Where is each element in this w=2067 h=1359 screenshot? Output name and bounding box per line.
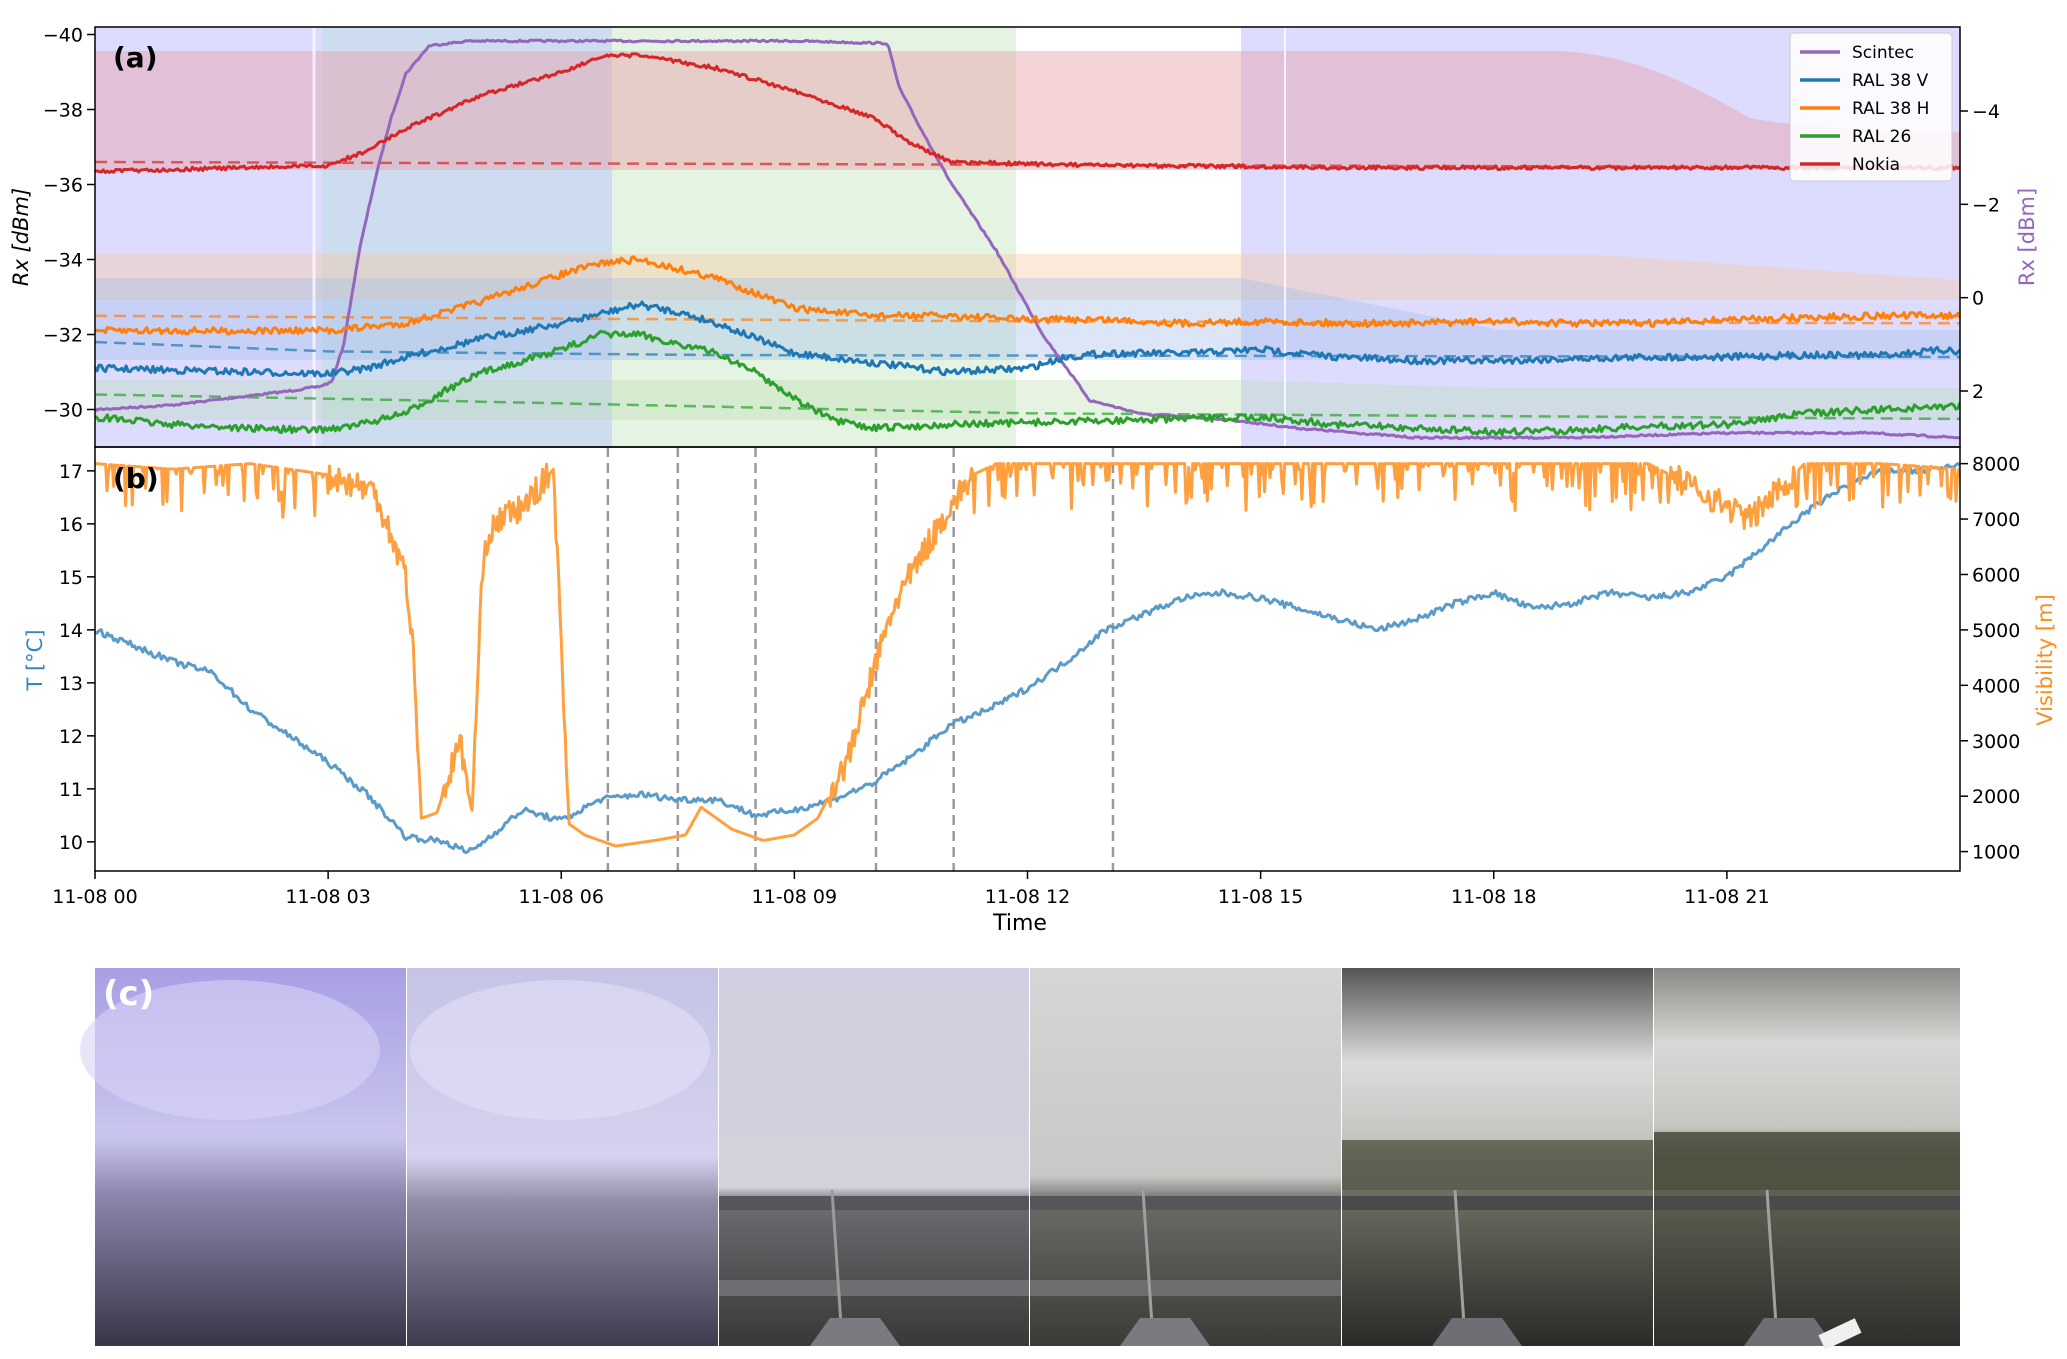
x-tick-label: 11-08 18 (1451, 886, 1536, 908)
tick-label: 7000 (1972, 509, 2020, 531)
tick-label: −36 (43, 175, 83, 197)
tick-label: −34 (43, 250, 83, 272)
photo-frame-2 (407, 968, 718, 1346)
panel-b-right-ticks: 1000 2000 3000 4000 5000 6000 7000 8000 (1960, 454, 2020, 864)
tick-label: −32 (43, 325, 83, 347)
x-tick-label: 11-08 15 (1218, 886, 1303, 908)
legend-label: RAL 26 (1852, 127, 1911, 147)
tick-label: −4 (1972, 101, 2000, 123)
tick-label: 0 (1972, 288, 1984, 310)
tick-label: 15 (59, 567, 83, 589)
baseline-dashed-line (95, 314, 1960, 325)
tick-label: 4000 (1972, 675, 2020, 697)
series-line-visibility (95, 462, 1960, 848)
panel-a-right-ticks: −4 −2 0 2 (1960, 101, 2000, 403)
x-tick-label: 11-08 03 (285, 886, 370, 908)
tick-label: −38 (43, 100, 83, 122)
panel-b-label: (b) (113, 462, 159, 495)
panel-b-right-ylabel: Visibility [m] (2033, 594, 2057, 726)
x-tick-label: 11-08 09 (752, 886, 837, 908)
legend-label: RAL 38 V (1852, 71, 1929, 91)
photo-frame-1 (80, 968, 406, 1346)
legend-label: RAL 38 H (1852, 99, 1929, 119)
panel-a-series (95, 38, 1960, 441)
panel-b-frame (94, 446, 1961, 872)
tick-label: 3000 (1972, 731, 2020, 753)
legend-box (1789, 32, 1953, 182)
tick-label: 16 (59, 514, 83, 536)
tick-label: −40 (43, 25, 83, 47)
tick-label: 8000 (1972, 454, 2020, 476)
panel-b-left-ticks: 10 11 12 13 14 15 16 17 (59, 461, 95, 854)
photo-frame-6 (1654, 968, 1960, 1350)
x-tick-label: 11-08 00 (52, 886, 137, 908)
x-tick-label: 11-08 21 (1684, 886, 1769, 908)
orange-band (95, 254, 1960, 300)
photo-frame-5 (1342, 968, 1653, 1346)
series-line-scintec (95, 38, 1960, 441)
series-line-ral-26 (95, 329, 1960, 437)
panel-b: 10 11 12 13 14 15 16 17 1000 2000 3000 4000 5000 600… (23, 446, 2057, 936)
tick-label: 12 (59, 726, 83, 748)
legend-label: Nokia (1852, 155, 1900, 175)
tick-label: 10 (59, 832, 83, 854)
nokia-band (95, 51, 1960, 170)
panel-a-shading (95, 27, 1960, 447)
series-line-ral-38-v (95, 300, 1960, 378)
tick-label: −30 (43, 400, 83, 422)
panel-c-label: (c) (103, 974, 154, 1014)
x-tick-label: 11-08 06 (519, 886, 604, 908)
panel-c-photo-strip: (c) (80, 968, 1960, 1350)
panel-a-right-ylabel: Rx [dBm] (2015, 188, 2039, 286)
tick-label: 11 (59, 779, 83, 801)
tick-label: 2 (1972, 381, 1984, 403)
panel-a-label: (a) (113, 41, 158, 74)
panel-b-left-ylabel: T [°C] (23, 629, 47, 691)
fog-shade-morning (95, 27, 322, 447)
tick-label: 17 (59, 461, 83, 483)
panel-a-left-ylabel: Rx [dBm] (9, 188, 33, 286)
tick-label: 13 (59, 673, 83, 695)
photo-frame-4 (1030, 968, 1341, 1346)
tick-label: −2 (1972, 194, 2000, 216)
panel-b-series (95, 462, 1960, 854)
tick-label: 14 (59, 620, 83, 642)
x-axis-label: Time (992, 911, 1047, 936)
series-line-t (95, 462, 1960, 854)
photo-frame-3 (719, 968, 1029, 1346)
legend: Scintec RAL 38 V RAL 38 H RAL 26 Nokia (1789, 32, 1953, 182)
baseline-dashed-line (95, 393, 1960, 421)
tick-label: 6000 (1972, 564, 2020, 586)
tick-label: 5000 (1972, 620, 2020, 642)
panel-a: −40 −38 −36 −34 −32 −30 −4 −2 0 2 (a) Rx [dBm] R… (9, 25, 2039, 448)
panel-a-left-ticks: −40 −38 −36 −34 −32 −30 (43, 25, 95, 422)
x-axis-ticks: 11-08 00 11-08 03 11-08 06 11-08 09 11-08 12… (52, 871, 1770, 908)
event-markers (606, 447, 1115, 871)
tick-label: 2000 (1972, 786, 2020, 808)
series-line-nokia (95, 52, 1960, 174)
green-band (95, 380, 1960, 420)
tick-label: 1000 (1972, 842, 2020, 864)
series-line-ral-38-h (95, 255, 1960, 336)
legend-label: Scintec (1852, 43, 1914, 63)
fog-shade-blue (322, 27, 612, 447)
x-tick-label: 11-08 12 (985, 886, 1070, 908)
